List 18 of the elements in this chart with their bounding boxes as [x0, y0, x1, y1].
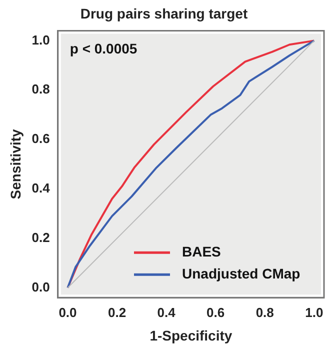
x-tick-label: 0.2 [108, 304, 126, 320]
annotation: p < 0.0005 [70, 40, 138, 57]
chart-title: Drug pairs sharing target [80, 5, 248, 22]
y-tick-label: 0.8 [32, 82, 50, 97]
y-tick-label: 0.0 [32, 279, 50, 294]
y-tick-label: 0.2 [32, 230, 50, 245]
x-tick-label: 1.0 [305, 304, 324, 320]
x-tick-label: 0.0 [58, 304, 77, 320]
y-axis-title: Sensitivity [7, 128, 24, 200]
x-axis-title: 1-Specificity [150, 327, 232, 344]
y-tick-label: 1.0 [32, 32, 50, 48]
x-tick-label: 0.6 [206, 304, 225, 320]
legend-label: Unadjusted CMap [182, 265, 300, 282]
legend-label: BAES [182, 243, 221, 260]
y-tick-label: 0.4 [32, 180, 51, 196]
y-tick-label: 0.6 [32, 131, 50, 146]
x-tick-label: 0.4 [157, 304, 176, 320]
x-tick-label: 0.8 [256, 304, 274, 320]
